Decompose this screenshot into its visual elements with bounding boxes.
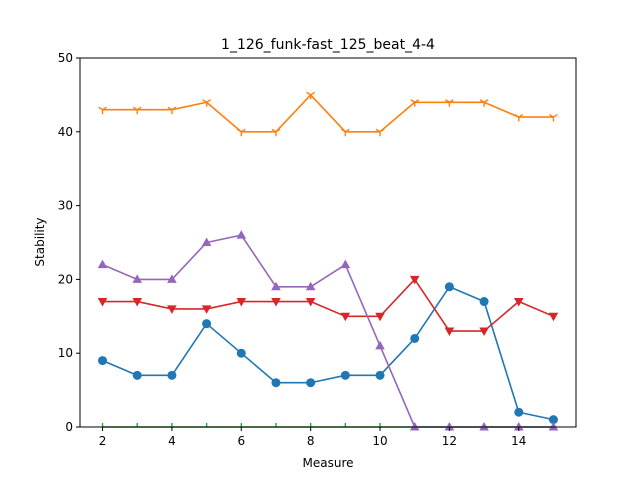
y-tick-label: 30 <box>58 199 73 213</box>
y-tick-label: 0 <box>65 420 73 434</box>
series-3-point <box>375 312 385 322</box>
y-tick-label: 10 <box>58 346 73 360</box>
x-tick-label: 10 <box>372 434 387 448</box>
series-0-point <box>340 370 350 380</box>
x-tick-label: 2 <box>99 434 107 448</box>
series-0-point <box>132 370 142 380</box>
series-4-point <box>305 281 316 291</box>
series-1-point <box>445 99 454 107</box>
y-axis-label: Stability <box>33 217 47 266</box>
y-tick-label: 20 <box>58 272 73 286</box>
series-3-point <box>201 305 212 314</box>
series-4-point <box>340 259 351 269</box>
series-1-point <box>236 128 246 137</box>
series-4-point <box>548 422 559 431</box>
series-0-point <box>375 370 385 380</box>
x-axis-label: Measure <box>303 456 354 470</box>
series-3-point <box>167 305 177 314</box>
series-1-point <box>514 113 524 122</box>
series-0-point <box>548 415 558 425</box>
series-1-line <box>102 94 554 133</box>
series-1-point <box>306 91 316 100</box>
y-tick-label: 40 <box>58 125 73 139</box>
series-0-point <box>271 378 281 388</box>
series-1-point <box>167 106 177 115</box>
series-0-point <box>98 356 108 366</box>
series-4-point <box>271 281 281 291</box>
series-4-point <box>97 259 108 269</box>
series-0-point <box>236 348 246 358</box>
series-1-point <box>549 113 558 122</box>
series-0-point <box>410 333 420 343</box>
series-3-line <box>102 278 554 332</box>
y-tick-label: 50 <box>58 51 73 65</box>
series-3-point <box>236 298 247 307</box>
series-3-point <box>132 298 143 307</box>
series-0-line <box>102 285 554 421</box>
series-0-point <box>167 370 177 380</box>
series-0-point <box>202 319 212 329</box>
series-0-point <box>514 407 524 417</box>
axes-frame <box>79 57 577 428</box>
series-1-point <box>340 128 350 137</box>
series-4-point <box>167 274 177 283</box>
series-4-point <box>409 422 420 431</box>
series-1-point <box>410 99 420 107</box>
series-1 <box>98 91 558 137</box>
series-3-point <box>340 312 351 322</box>
series-4-point <box>236 230 247 239</box>
series-4-point <box>375 340 385 350</box>
x-tick-label: 4 <box>168 434 176 448</box>
series-3-point <box>305 298 316 307</box>
series-1-point <box>98 106 107 115</box>
series-1-point <box>375 128 385 137</box>
chart-title: 1_126_funk-fast_125_beat_4-4 <box>221 37 435 53</box>
series-4-point <box>513 422 524 431</box>
series-3 <box>97 275 559 337</box>
x-tick-label: 8 <box>307 434 315 448</box>
series-1-point <box>132 106 142 115</box>
series-3-point <box>444 327 455 337</box>
series-4-point <box>444 422 455 431</box>
series-0-point <box>479 297 489 307</box>
series-0-point <box>306 378 316 388</box>
x-tick-label: 6 <box>237 434 245 448</box>
x-tick-label: 14 <box>511 434 526 448</box>
x-tick-label: 12 <box>442 434 457 448</box>
plot-area: 2 4 6 8 10 12 14 0 10 20 30 40 50 <box>58 51 577 448</box>
series-1-point <box>271 128 281 137</box>
series-4-point <box>201 237 212 246</box>
series-0 <box>98 282 558 425</box>
series-3-point <box>97 298 108 307</box>
series-1-point <box>202 99 211 107</box>
series-0-point <box>444 282 454 292</box>
series-3-point <box>271 298 281 307</box>
series-4-point <box>132 274 143 283</box>
series-1-point <box>479 99 489 107</box>
series-4-point <box>479 422 489 431</box>
series-3-point <box>548 312 559 322</box>
series-3-point <box>479 327 489 337</box>
series-3-point <box>513 298 524 307</box>
series-3-point <box>409 275 420 285</box>
